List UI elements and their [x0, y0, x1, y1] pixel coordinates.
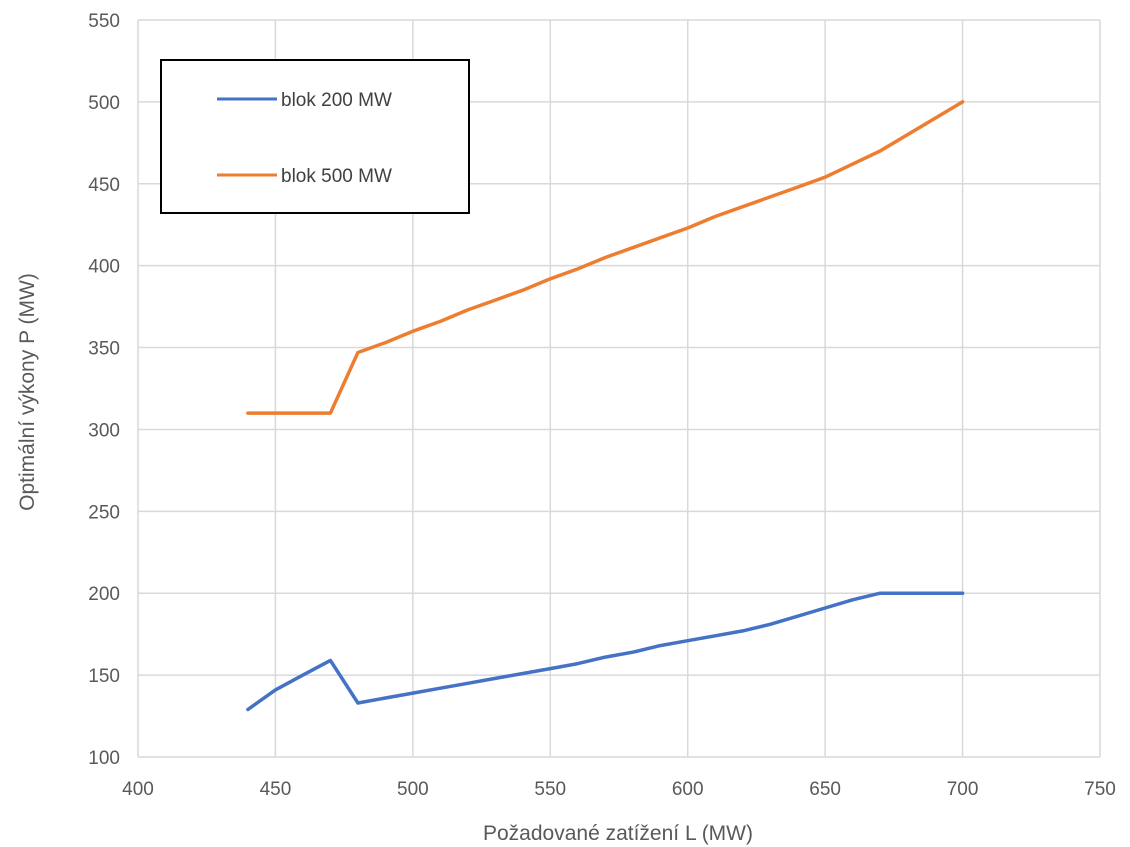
- y-tick-label: 150: [88, 666, 120, 687]
- legend-box: [160, 59, 470, 214]
- series-lines: [246, 100, 965, 712]
- legend: blok 200 MW blok 500 MW: [160, 59, 470, 214]
- x-tick-label: 550: [534, 779, 566, 800]
- x-axis-ticks: 400 450 500 550 600 650 700 750: [122, 779, 1116, 800]
- y-axis-ticks: 100 150 200 250 300 350 400 450 500 550: [88, 11, 120, 769]
- x-tick-label: 500: [397, 779, 429, 800]
- x-tick-label: 650: [809, 779, 841, 800]
- y-tick-label: 300: [88, 420, 120, 441]
- y-tick-label: 400: [88, 257, 120, 278]
- series-line-blok-500-mw: [246, 100, 965, 415]
- y-tick-label: 350: [88, 339, 120, 360]
- y-tick-label: 500: [88, 93, 120, 114]
- legend-label-blok-200: blok 200 MW: [281, 90, 392, 111]
- x-tick-label: 450: [260, 779, 292, 800]
- x-tick-label: 750: [1084, 779, 1116, 800]
- y-tick-label: 550: [88, 11, 120, 32]
- y-tick-label: 450: [88, 175, 120, 196]
- y-tick-label: 200: [88, 584, 120, 605]
- y-tick-label: 250: [88, 502, 120, 523]
- y-tick-label: 100: [88, 748, 120, 769]
- x-axis-title: Požadované zatížení L (MW): [483, 822, 753, 845]
- legend-label-blok-500: blok 500 MW: [281, 166, 392, 187]
- x-tick-label: 600: [672, 779, 704, 800]
- y-axis-title: Optimální výkony P (MW): [16, 273, 39, 511]
- series-line-blok-200-mw: [246, 591, 965, 712]
- x-tick-label: 700: [947, 779, 979, 800]
- x-tick-label: 400: [122, 779, 154, 800]
